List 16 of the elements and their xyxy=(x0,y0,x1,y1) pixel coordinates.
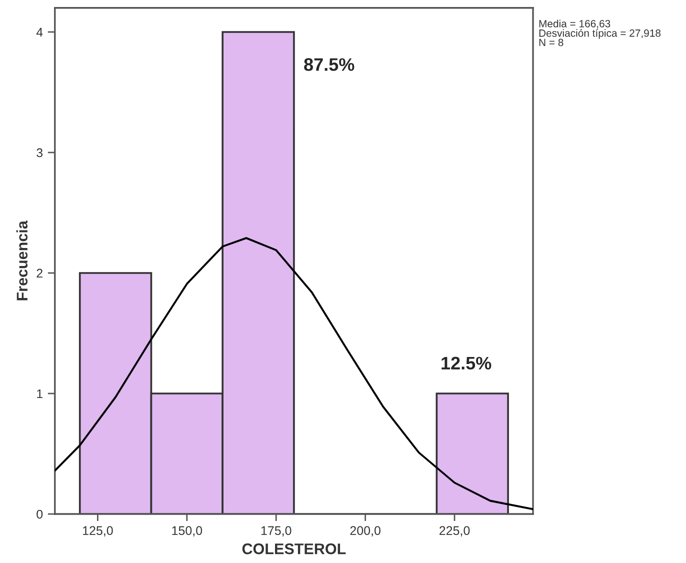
y-axis-title: Frecuencia xyxy=(16,220,28,300)
x-tick-label: 225,0 xyxy=(440,526,470,536)
y-tick-label: 2 xyxy=(36,268,42,278)
y-tick-label: 0 xyxy=(36,510,43,519)
annotation: 87.5% xyxy=(304,58,354,71)
x-tick-label: 125,0 xyxy=(83,526,113,536)
x-axis-title: COLESTEROL xyxy=(242,543,346,554)
x-tick-label: 200,0 xyxy=(350,526,380,536)
y-tick-label: 1 xyxy=(37,389,42,398)
annotation: 12.5% xyxy=(442,356,492,370)
y-tick-label: 4 xyxy=(36,28,43,37)
text: Media = 166,63 Desviación típica = 27,918 N = 8 xyxy=(539,20,661,46)
line-series xyxy=(54,237,534,510)
y-tick-label: 3 xyxy=(36,148,43,158)
x-tick-label: 150,0 xyxy=(172,526,202,536)
x-tick-label: 175,0 xyxy=(261,526,292,536)
